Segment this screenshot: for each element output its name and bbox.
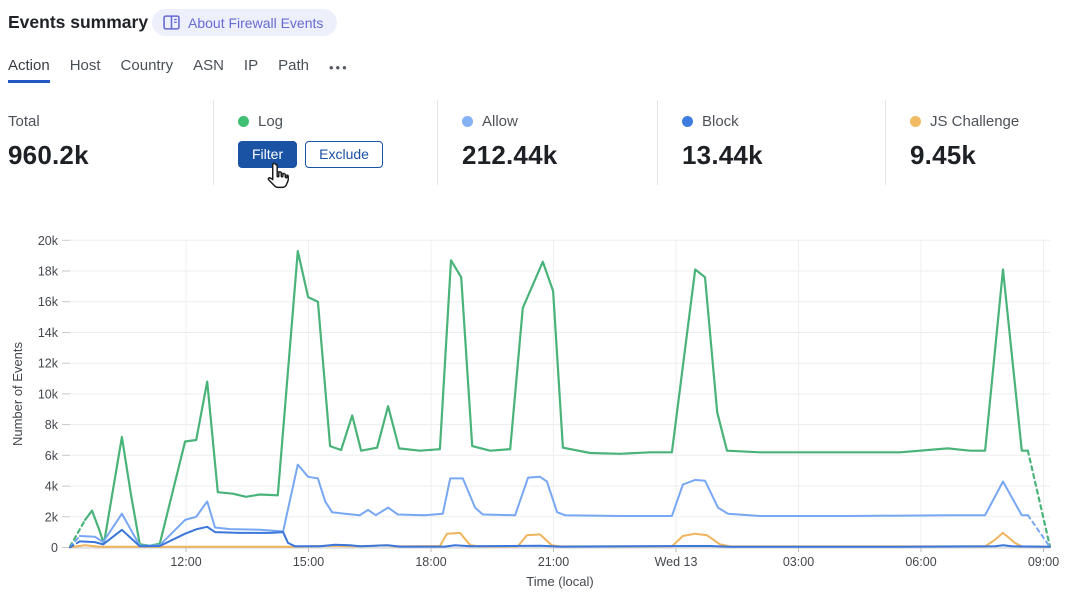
stats-legend-row: Total 960.2k Log Filter Exclude Allow 21… bbox=[8, 100, 1068, 189]
stat-allow-label: Allow bbox=[482, 112, 518, 130]
x-tick-label: 09:00 bbox=[1028, 555, 1059, 569]
x-tick-label: 03:00 bbox=[783, 555, 814, 569]
stat-allow[interactable]: Allow 212.44k bbox=[437, 100, 657, 185]
stat-js-challenge-label: JS Challenge bbox=[930, 112, 1020, 130]
y-tick-label: 10k bbox=[38, 387, 59, 401]
series-line-block[interactable] bbox=[78, 525, 1051, 548]
about-firewall-events-link[interactable]: About Firewall Events bbox=[152, 9, 338, 36]
y-tick-label: 18k bbox=[38, 265, 59, 279]
block-color-dot bbox=[682, 115, 693, 127]
stat-total[interactable]: Total 960.2k bbox=[8, 100, 213, 185]
x-tick-label: Wed 13 bbox=[655, 555, 698, 569]
stat-block-value: 13.44k bbox=[682, 140, 763, 170]
exclude-button[interactable]: Exclude bbox=[305, 141, 383, 168]
y-axis-title: Number of Events bbox=[10, 341, 25, 446]
stat-block[interactable]: Block 13.44k bbox=[657, 100, 885, 185]
x-tick-label: 15:00 bbox=[293, 555, 324, 569]
filter-button[interactable]: Filter bbox=[238, 141, 298, 168]
series-line-log[interactable] bbox=[1026, 449, 1052, 548]
series-line-allow[interactable] bbox=[78, 463, 1029, 547]
stat-log[interactable]: Log Filter Exclude bbox=[213, 100, 437, 189]
series-line-block[interactable] bbox=[69, 540, 81, 549]
series-line-log[interactable] bbox=[68, 518, 87, 548]
y-tick-label: 20k bbox=[38, 234, 59, 248]
y-tick-label: 4k bbox=[45, 480, 59, 494]
tab-action[interactable]: Action bbox=[8, 57, 50, 83]
series-line-allow[interactable] bbox=[1026, 514, 1051, 549]
page-title: Events summary bbox=[8, 12, 149, 32]
tab-host[interactable]: Host bbox=[69, 57, 101, 74]
more-tabs-icon[interactable]: ••• bbox=[328, 60, 349, 75]
allow-color-dot bbox=[462, 115, 473, 127]
x-axis-title: Time (local) bbox=[526, 574, 593, 589]
series-line-log[interactable] bbox=[83, 250, 1030, 547]
log-color-dot bbox=[238, 115, 249, 127]
stat-js-challenge-value: 9.45k bbox=[910, 140, 977, 170]
tab-country[interactable]: Country bbox=[120, 57, 174, 74]
tab-path[interactable]: Path bbox=[278, 57, 309, 74]
x-tick-label: 18:00 bbox=[415, 555, 446, 569]
x-tick-label: 12:00 bbox=[170, 555, 201, 569]
stat-total-value: 960.2k bbox=[8, 140, 89, 170]
stat-block-label: Block bbox=[702, 112, 739, 130]
y-tick-label: 0 bbox=[51, 541, 58, 555]
tab-asn[interactable]: ASN bbox=[193, 57, 224, 74]
y-tick-label: 2k bbox=[45, 510, 59, 524]
x-tick-label: 06:00 bbox=[905, 555, 936, 569]
stat-js-challenge[interactable]: JS Challenge 9.45k bbox=[885, 100, 1068, 185]
log-hover-actions: Filter Exclude bbox=[238, 141, 437, 189]
y-tick-label: 16k bbox=[38, 295, 59, 309]
js-challenge-color-dot bbox=[910, 115, 921, 127]
x-tick-label: 21:00 bbox=[538, 555, 569, 569]
stat-total-label: Total bbox=[8, 112, 40, 130]
stat-allow-value: 212.44k bbox=[462, 140, 558, 170]
y-tick-label: 8k bbox=[45, 418, 59, 432]
y-tick-label: 6k bbox=[45, 449, 59, 463]
series-line-js-challenge[interactable] bbox=[69, 531, 1051, 549]
y-tick-label: 12k bbox=[38, 357, 59, 371]
y-tick-label: 14k bbox=[38, 326, 59, 340]
stat-log-label: Log bbox=[258, 112, 284, 130]
dimension-tabs: Action Host Country ASN IP Path ••• bbox=[8, 57, 349, 83]
tab-ip[interactable]: IP bbox=[243, 57, 259, 74]
book-icon bbox=[163, 15, 180, 30]
about-firewall-events-label: About Firewall Events bbox=[188, 14, 324, 31]
